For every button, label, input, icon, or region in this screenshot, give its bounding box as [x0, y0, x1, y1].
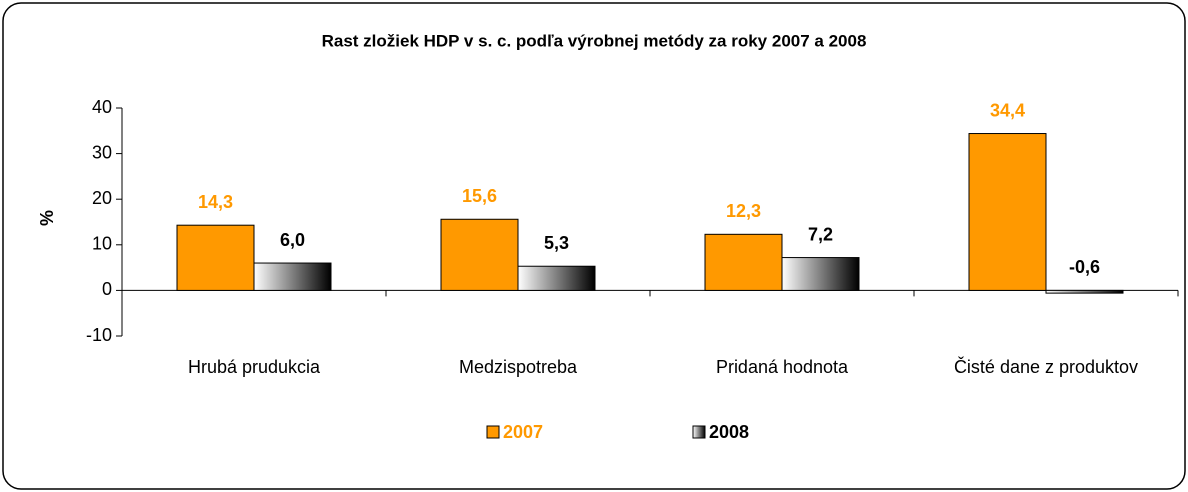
bar: [781, 257, 860, 291]
value-label: 5,3: [544, 233, 569, 253]
value-label: 15,6: [462, 186, 497, 206]
bar: [253, 262, 332, 291]
legend-label: 2008: [709, 422, 749, 442]
value-label: 12,3: [726, 201, 761, 221]
y-tick-label: 40: [92, 97, 112, 117]
value-label: -0,6: [1069, 257, 1100, 277]
y-tick-label: 10: [92, 234, 112, 254]
bar: [517, 265, 596, 291]
value-label: 34,4: [990, 100, 1025, 120]
bar: [968, 133, 1047, 291]
x-tick-label: Pridaná hodnota: [716, 357, 849, 377]
y-axis-title: %: [37, 210, 57, 226]
y-tick-label: 0: [102, 279, 112, 299]
bar: [704, 233, 783, 291]
legend-label: 2007: [503, 422, 543, 442]
x-tick-label: Medzispotreba: [459, 357, 578, 377]
x-tick-label: Hrubá prudukcia: [188, 357, 321, 377]
value-label: 14,3: [198, 192, 233, 212]
x-tick-label: Čisté dane z produktov: [954, 356, 1138, 377]
y-tick-label: 20: [92, 188, 112, 208]
legend-swatch: [486, 425, 500, 439]
legend-swatch: [692, 425, 706, 439]
y-tick-label: 30: [92, 142, 112, 162]
value-label: 6,0: [280, 230, 305, 250]
chart-title: Rast zložiek HDP v s. c. podľa výrobnej …: [322, 31, 867, 50]
bar: [440, 218, 519, 291]
bar: [1045, 289, 1124, 294]
y-tick-label: -10: [86, 325, 112, 345]
bar: [176, 224, 255, 291]
value-label: 7,2: [808, 224, 833, 244]
